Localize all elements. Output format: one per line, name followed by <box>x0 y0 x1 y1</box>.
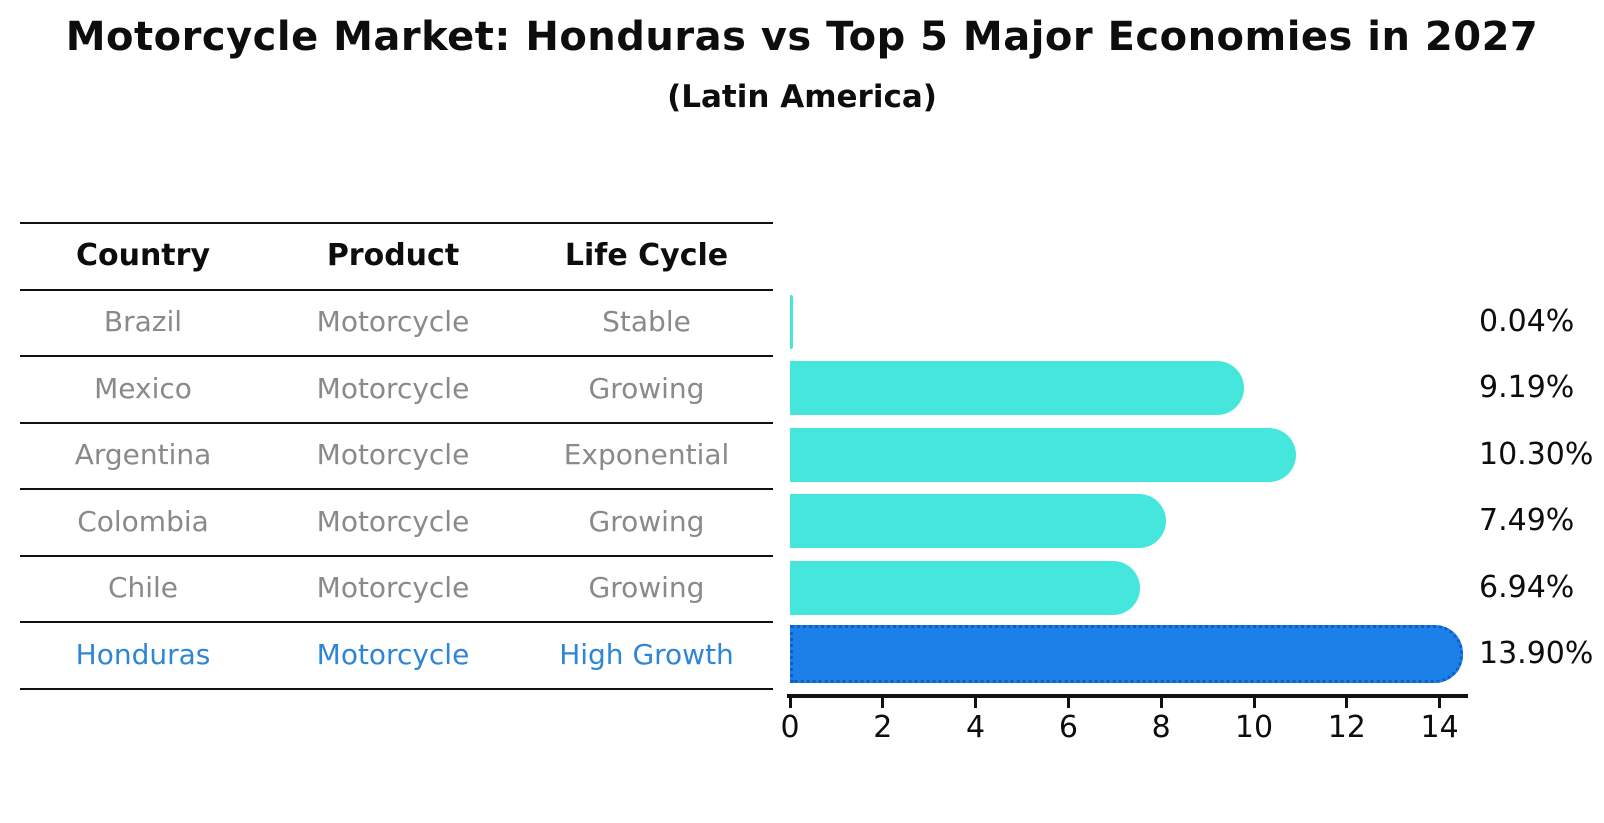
column-header-country: Country <box>75 237 211 273</box>
table-rule <box>20 288 773 291</box>
x-axis-line <box>787 694 1468 698</box>
table-row-chile: Chile Motorcycle Growing <box>20 555 773 622</box>
table-row-brazil: Brazil Motorcycle Stable <box>20 289 773 356</box>
x-axis-tick <box>881 698 885 708</box>
bar-honduras <box>790 625 1463 683</box>
table-rule <box>20 222 773 225</box>
x-axis-tick <box>788 698 792 708</box>
table-rule <box>20 488 773 491</box>
x-axis-tick-label: 6 <box>1058 710 1078 745</box>
product-cell: Motorcycle <box>316 371 470 405</box>
table-row-argentina: Argentina Motorcycle Exponential <box>20 422 773 489</box>
table-row-honduras: Honduras Motorcycle High Growth <box>20 621 773 688</box>
product-cell: Motorcycle <box>316 637 470 671</box>
table-row-colombia: Colombia Motorcycle Growing <box>20 488 773 555</box>
chart-title: Motorcycle Market: Honduras vs Top 5 Maj… <box>65 14 1539 60</box>
table-rule <box>20 621 773 624</box>
x-axis-tick-label: 12 <box>1327 710 1366 745</box>
table-header-row: Country Product Life Cycle <box>20 222 773 289</box>
bar-brazil <box>790 295 793 349</box>
product-cell: Motorcycle <box>316 504 470 538</box>
country-cell: Chile <box>107 571 179 605</box>
country-cell: Argentina <box>74 438 212 472</box>
country-cell: Brazil <box>103 305 183 339</box>
table-rule <box>20 421 773 424</box>
x-axis-tick-label: 4 <box>966 710 986 745</box>
life-cycle-cell: Growing <box>588 571 705 605</box>
product-cell: Motorcycle <box>316 305 470 339</box>
life-cycle-cell: Growing <box>588 371 705 405</box>
x-axis-tick-label: 8 <box>1151 710 1171 745</box>
x-axis-tick <box>1252 698 1256 708</box>
x-axis-tick-label: 0 <box>780 710 800 745</box>
bar-value-label: 0.04% <box>1479 304 1575 339</box>
table-rule <box>20 355 773 358</box>
x-axis-tick-label: 14 <box>1420 710 1459 745</box>
bar-value-label: 13.90% <box>1479 636 1594 671</box>
x-axis-tick <box>1159 698 1163 708</box>
product-cell: Motorcycle <box>316 438 470 472</box>
life-cycle-cell: Growing <box>588 504 705 538</box>
bar-chile <box>790 561 1141 615</box>
column-header-product: Product <box>326 237 460 273</box>
table-row-mexico: Mexico Motorcycle Growing <box>20 355 773 422</box>
table-rule <box>20 687 773 690</box>
life-cycle-cell: Exponential <box>563 438 730 472</box>
bar-value-label: 9.19% <box>1479 370 1575 405</box>
country-cell: Honduras <box>75 637 211 671</box>
column-header-life-cycle: Life Cycle <box>564 237 729 273</box>
bar-value-label: 6.94% <box>1479 570 1575 605</box>
bar-value-label: 10.30% <box>1479 437 1594 472</box>
life-cycle-cell: Stable <box>602 305 691 339</box>
x-axis-tick-label: 10 <box>1234 710 1274 745</box>
product-cell: Motorcycle <box>316 571 470 605</box>
x-axis-tick <box>1066 698 1070 708</box>
bar-argentina <box>790 428 1296 482</box>
bar-value-label: 7.49% <box>1479 503 1575 538</box>
x-axis-tick <box>1345 698 1349 708</box>
bar-mexico <box>790 361 1245 415</box>
x-axis-tick <box>1438 698 1442 708</box>
x-axis-tick <box>974 698 978 708</box>
life-cycle-cell: High Growth <box>559 637 734 671</box>
chart-subtitle: (Latin America) <box>667 79 937 115</box>
table-rule <box>20 554 773 557</box>
country-cell: Mexico <box>94 371 192 405</box>
country-cell: Colombia <box>77 504 209 538</box>
bar-colombia <box>790 494 1166 548</box>
x-axis-tick-label: 2 <box>873 710 893 745</box>
